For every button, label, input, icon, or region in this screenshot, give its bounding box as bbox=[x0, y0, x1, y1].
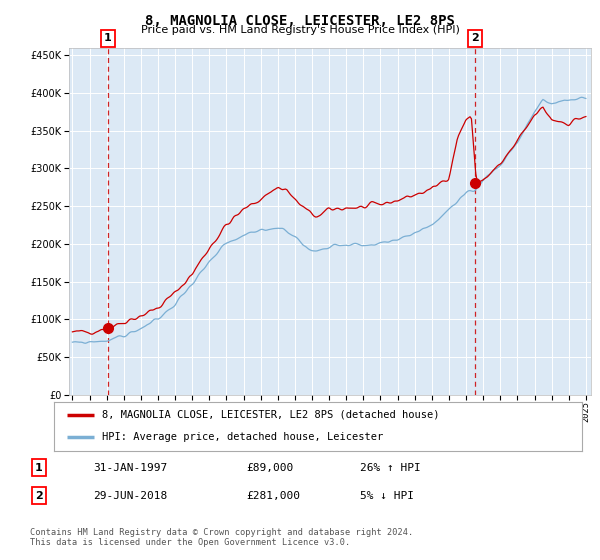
Text: 29-JUN-2018: 29-JUN-2018 bbox=[93, 491, 167, 501]
Text: £89,000: £89,000 bbox=[246, 463, 293, 473]
Text: 26% ↑ HPI: 26% ↑ HPI bbox=[360, 463, 421, 473]
Text: Price paid vs. HM Land Registry's House Price Index (HPI): Price paid vs. HM Land Registry's House … bbox=[140, 25, 460, 35]
Text: £281,000: £281,000 bbox=[246, 491, 300, 501]
Text: HPI: Average price, detached house, Leicester: HPI: Average price, detached house, Leic… bbox=[101, 432, 383, 442]
Text: 2: 2 bbox=[471, 34, 478, 44]
Text: 1: 1 bbox=[35, 463, 43, 473]
Text: 8, MAGNOLIA CLOSE, LEICESTER, LE2 8PS (detached house): 8, MAGNOLIA CLOSE, LEICESTER, LE2 8PS (d… bbox=[101, 410, 439, 420]
Text: Contains HM Land Registry data © Crown copyright and database right 2024.
This d: Contains HM Land Registry data © Crown c… bbox=[30, 528, 413, 547]
Text: 2: 2 bbox=[35, 491, 43, 501]
Text: 31-JAN-1997: 31-JAN-1997 bbox=[93, 463, 167, 473]
Text: 1: 1 bbox=[104, 34, 112, 44]
Text: 5% ↓ HPI: 5% ↓ HPI bbox=[360, 491, 414, 501]
Text: 8, MAGNOLIA CLOSE, LEICESTER, LE2 8PS: 8, MAGNOLIA CLOSE, LEICESTER, LE2 8PS bbox=[145, 14, 455, 28]
